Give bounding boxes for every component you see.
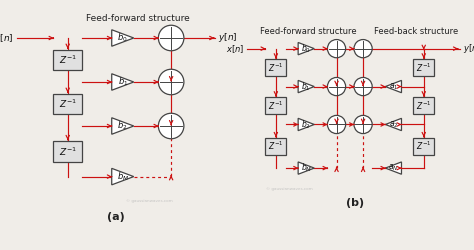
Bar [265, 138, 286, 155]
Text: $b_2$: $b_2$ [301, 118, 311, 131]
Text: $b_M$: $b_M$ [301, 162, 312, 174]
Polygon shape [112, 30, 134, 46]
Circle shape [158, 25, 184, 51]
Bar [413, 59, 434, 76]
Polygon shape [112, 118, 134, 134]
Text: © gaussianwaves.com: © gaussianwaves.com [126, 199, 173, 203]
Polygon shape [298, 118, 314, 131]
Polygon shape [385, 118, 401, 131]
Text: Feed-forward structure: Feed-forward structure [260, 27, 356, 36]
Text: $y[n]$: $y[n]$ [219, 32, 238, 44]
Text: $Z^{-1}$: $Z^{-1}$ [59, 54, 77, 66]
Circle shape [328, 78, 346, 96]
Text: $a_2$: $a_2$ [389, 119, 398, 130]
Text: $a_N$: $a_N$ [388, 163, 399, 173]
Text: $b_1$: $b_1$ [301, 80, 311, 93]
Text: (b): (b) [346, 198, 365, 208]
Text: $a_1$: $a_1$ [389, 81, 398, 92]
Circle shape [354, 78, 372, 96]
Text: Feed-back structure: Feed-back structure [374, 27, 458, 36]
Polygon shape [385, 162, 401, 174]
Circle shape [328, 116, 346, 134]
Polygon shape [298, 80, 314, 93]
Polygon shape [298, 42, 314, 55]
Polygon shape [385, 80, 401, 93]
Circle shape [354, 116, 372, 134]
Bar [265, 97, 286, 114]
Text: $b_0$: $b_0$ [301, 42, 311, 55]
Text: $x[n]$: $x[n]$ [226, 43, 245, 54]
Text: $b_0$: $b_0$ [118, 32, 128, 44]
Bar [54, 141, 82, 162]
Text: $y[n]$: $y[n]$ [463, 42, 474, 55]
Bar [413, 97, 434, 114]
Text: Feed-forward structure: Feed-forward structure [86, 14, 190, 23]
Text: $b_2$: $b_2$ [118, 120, 128, 132]
Circle shape [158, 69, 184, 95]
Polygon shape [112, 168, 134, 185]
Text: (a): (a) [107, 212, 125, 222]
Bar [54, 50, 82, 70]
Text: $x[n]$: $x[n]$ [0, 32, 14, 44]
Text: $b_1$: $b_1$ [118, 76, 128, 88]
Text: $Z^{-1}$: $Z^{-1}$ [268, 140, 283, 152]
Text: $Z^{-1}$: $Z^{-1}$ [268, 99, 283, 112]
Text: $b_M$: $b_M$ [117, 170, 129, 183]
Text: $Z^{-1}$: $Z^{-1}$ [59, 145, 77, 158]
Text: © gaussianwaves.com: © gaussianwaves.com [266, 187, 312, 191]
Text: $Z^{-1}$: $Z^{-1}$ [268, 62, 283, 74]
Text: $Z^{-1}$: $Z^{-1}$ [416, 62, 431, 74]
Polygon shape [112, 74, 134, 90]
Bar [54, 94, 82, 114]
Polygon shape [298, 162, 314, 174]
Bar [413, 138, 434, 155]
Text: $Z^{-1}$: $Z^{-1}$ [416, 99, 431, 112]
Bar [265, 59, 286, 76]
Circle shape [354, 40, 372, 58]
Text: $Z^{-1}$: $Z^{-1}$ [59, 98, 77, 110]
Circle shape [158, 113, 184, 139]
Text: $Z^{-1}$: $Z^{-1}$ [416, 140, 431, 152]
Circle shape [328, 40, 346, 58]
